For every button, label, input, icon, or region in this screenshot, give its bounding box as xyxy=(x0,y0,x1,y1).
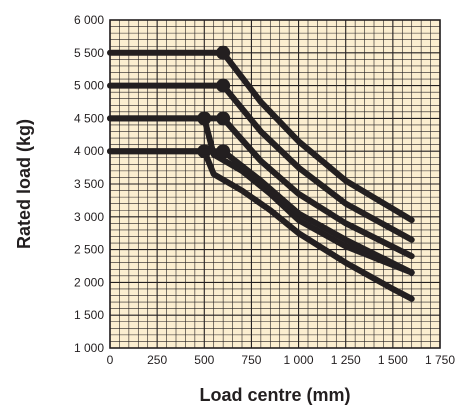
series-marker xyxy=(216,144,231,159)
series-marker xyxy=(216,78,231,93)
y-tick-label: 5 500 xyxy=(74,46,104,60)
x-tick-label: 250 xyxy=(147,353,167,367)
series-line xyxy=(107,82,415,243)
plot-frame xyxy=(109,19,441,349)
series-line xyxy=(107,148,415,276)
y-axis-label: Rated load (kg) xyxy=(14,119,34,249)
x-tick-label: 500 xyxy=(194,353,214,367)
x-tick-label: 1 500 xyxy=(378,353,408,367)
y-tick-label: 5 000 xyxy=(74,79,104,93)
y-tick-label: 4 500 xyxy=(74,111,104,125)
series-marker xyxy=(197,111,212,126)
x-tick-label: 1 750 xyxy=(425,353,455,367)
x-tick-label: 0 xyxy=(107,353,114,367)
series-line xyxy=(107,49,415,224)
x-axis-ticks: 0 250 500 750 1 000 1 250 1 500 1 750 xyxy=(107,353,456,367)
series-layer xyxy=(107,45,415,302)
x-tick-label: 750 xyxy=(241,353,261,367)
series-marker xyxy=(216,45,231,60)
y-tick-label: 1 500 xyxy=(74,308,104,322)
y-tick-label: 3 500 xyxy=(74,177,104,191)
series-line xyxy=(107,148,415,302)
x-tick-label: 1 250 xyxy=(331,353,361,367)
y-tick-label: 4 000 xyxy=(74,144,104,158)
y-tick-label: 2 000 xyxy=(74,275,104,289)
x-axis-label: Load centre (mm) xyxy=(199,385,350,405)
y-tick-label: 1 000 xyxy=(74,341,104,355)
x-tick-label: 1 000 xyxy=(284,353,314,367)
y-tick-label: 6 000 xyxy=(74,13,104,27)
y-tick-label: 2 500 xyxy=(74,243,104,257)
y-tick-label: 3 000 xyxy=(74,210,104,224)
series-marker xyxy=(216,111,231,126)
y-axis-ticks: 1 000 1 500 2 000 2 500 3 000 3 500 4 000 4 500… xyxy=(74,13,104,355)
grid-major xyxy=(109,19,441,349)
